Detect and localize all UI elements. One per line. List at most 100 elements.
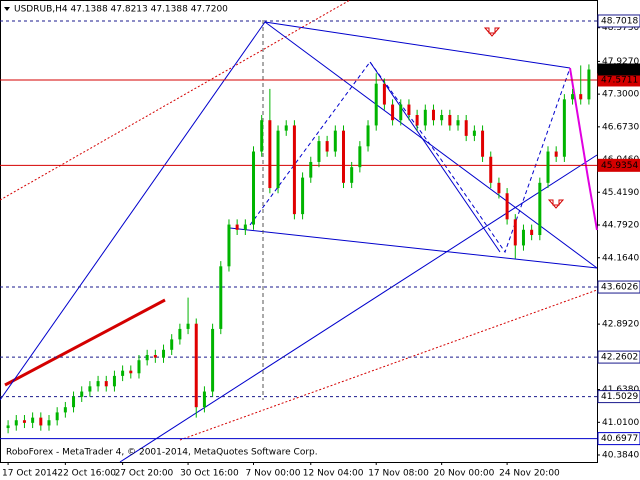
candle-body xyxy=(276,130,280,189)
candle-body xyxy=(96,381,100,387)
candle-body xyxy=(301,177,305,215)
candle-body xyxy=(112,375,116,387)
footer: RoboForex - MetaTrader 4, © 2001-2014, M… xyxy=(6,448,318,458)
level-label-box xyxy=(597,350,640,364)
level-label-box xyxy=(597,432,640,446)
candle-body xyxy=(489,156,493,183)
candle-body xyxy=(268,120,272,189)
candle-body xyxy=(284,125,288,131)
current-price-label: 47.7720 xyxy=(601,65,638,75)
y-tick-label: 45.4190 xyxy=(602,188,639,198)
trend-line xyxy=(369,61,501,253)
candle-body xyxy=(521,229,525,246)
x-tick-label: 17 Nov 08:00 xyxy=(368,469,429,479)
x-tick-label: 20 Nov 00:00 xyxy=(434,469,495,479)
level-label: 42.2602 xyxy=(601,353,638,363)
forecast-line xyxy=(569,67,598,231)
symbol-menu-icon[interactable] xyxy=(4,7,10,11)
level-label: 43.6026 xyxy=(601,283,638,293)
candle-body xyxy=(6,425,10,429)
chart-title: USDRUB,H4 47.1388 47.8213 47.1388 47.720… xyxy=(14,5,228,15)
level-label: 41.5029 xyxy=(601,392,638,402)
candle-body xyxy=(178,328,182,340)
y-tick-label: 41.6380 xyxy=(602,385,639,395)
candle-body xyxy=(440,114,444,121)
candle-body xyxy=(145,355,149,361)
level-label: 40.6977 xyxy=(601,434,638,444)
candle-body xyxy=(554,151,558,157)
candle-body xyxy=(260,120,264,152)
candle-body xyxy=(366,125,370,147)
candle-body xyxy=(72,396,76,408)
candle-body xyxy=(481,130,485,157)
candle-body xyxy=(227,224,231,267)
candle-body xyxy=(415,114,419,126)
wave-line xyxy=(249,61,571,254)
trend-line xyxy=(264,21,598,269)
candle-body xyxy=(170,339,174,350)
sell-arrow xyxy=(483,27,501,37)
x-tick-label: 22 Oct 16:00 xyxy=(57,469,116,479)
candle-body xyxy=(431,109,435,121)
candle-body xyxy=(55,412,59,421)
candle-body xyxy=(292,125,296,215)
y-tick-label: 46.6730 xyxy=(602,122,639,132)
x-tick-label: 7 Nov 00:00 xyxy=(246,469,301,479)
candle-body xyxy=(153,355,157,358)
trend-line xyxy=(0,0,351,201)
level-label: 47.5711 xyxy=(601,75,638,85)
candles xyxy=(6,64,591,434)
level-label: 48.7018 xyxy=(601,16,638,26)
trend-line xyxy=(0,21,266,401)
candle-body xyxy=(538,182,542,236)
candle-body xyxy=(309,161,313,178)
y-tick-label: 44.1640 xyxy=(602,253,639,263)
level-label-box xyxy=(597,14,640,28)
candle-body xyxy=(80,391,84,397)
candle-body xyxy=(587,69,591,100)
candle-body xyxy=(464,120,468,136)
price-axis: 48.573047.927047.300046.673046.046045.41… xyxy=(597,14,640,460)
trend-line xyxy=(4,298,166,387)
candle-body xyxy=(235,224,239,230)
candle-body xyxy=(358,146,362,168)
candle-body xyxy=(399,104,403,121)
candle-body xyxy=(382,83,386,105)
candle-body xyxy=(137,360,141,374)
trend-line xyxy=(264,21,571,69)
level-label-box xyxy=(597,390,640,404)
candle-body xyxy=(219,266,223,329)
candle-body xyxy=(325,141,329,152)
level-label-box xyxy=(597,280,640,294)
candle-body xyxy=(571,94,575,100)
candle-body xyxy=(252,151,256,225)
y-tick-label: 47.9270 xyxy=(602,57,639,67)
candle-body xyxy=(562,99,566,157)
y-tick-label: 41.0100 xyxy=(602,418,639,428)
x-tick-label: 17 Oct 2014 xyxy=(2,469,58,479)
candle-body xyxy=(448,114,452,126)
candle-body xyxy=(374,83,378,126)
candle-body xyxy=(129,370,133,374)
candle-body xyxy=(407,104,411,115)
candle-body xyxy=(31,417,35,423)
candle-body xyxy=(14,420,18,426)
candle-body xyxy=(505,193,509,220)
candle-body xyxy=(22,420,26,423)
analysis-drawings xyxy=(0,0,598,463)
x-tick-label: 24 Nov 20:00 xyxy=(499,469,560,479)
current-price-box xyxy=(598,63,640,76)
candle-body xyxy=(317,141,321,162)
x-tick-label: 12 Nov 04:00 xyxy=(303,469,364,479)
candle-body xyxy=(546,151,550,183)
candle-body xyxy=(530,229,534,236)
trend-line xyxy=(179,289,598,441)
candle-body xyxy=(63,407,67,413)
level-label: 45.9354 xyxy=(601,161,638,171)
candle-body xyxy=(341,130,345,183)
plot-frame xyxy=(0,0,598,463)
y-tick-label: 47.3000 xyxy=(602,90,639,100)
y-tick-label: 48.5730 xyxy=(602,23,639,33)
candle-body xyxy=(513,219,517,246)
candle-body xyxy=(333,130,337,152)
